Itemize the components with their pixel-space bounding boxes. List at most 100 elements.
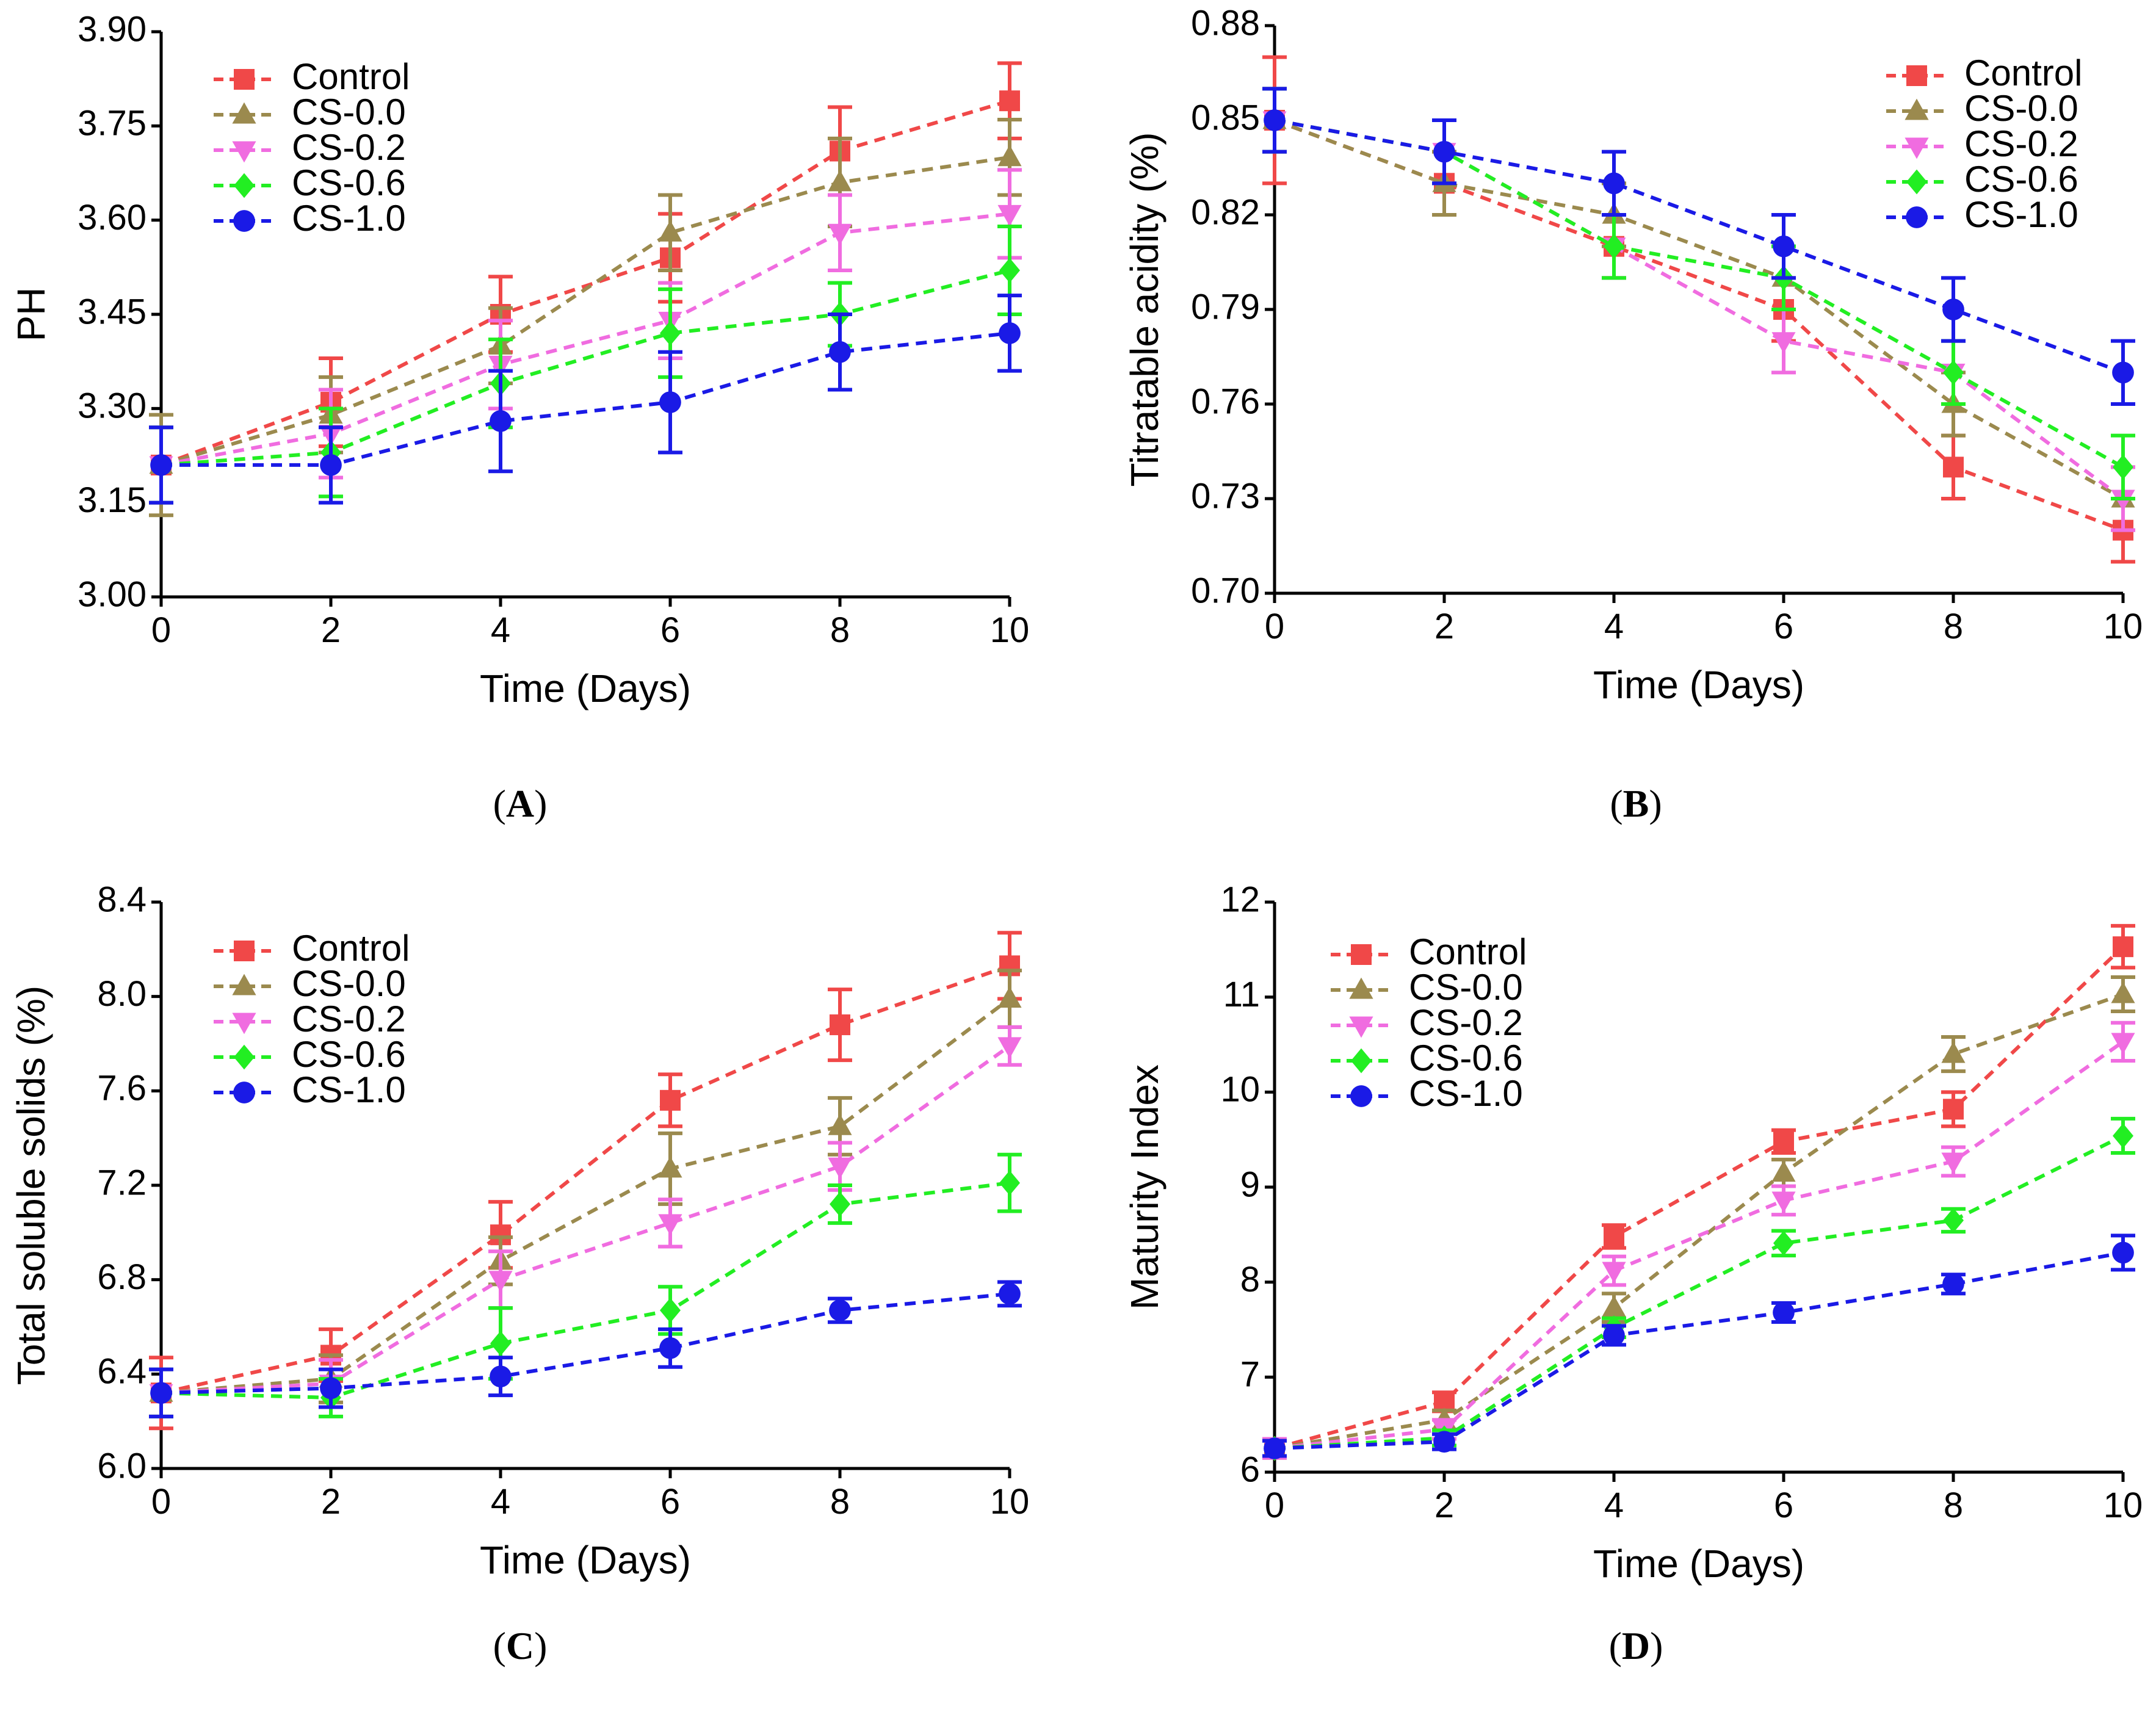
panel-c-series-cs-1-0-point [150,1382,172,1404]
panel-a-legend-cs-0-0: CS-0.0 [214,92,406,132]
panel-d-series-cs-0-6-point [1773,1230,1794,1256]
panel-c-xtick-label: 0 [151,1482,171,1522]
panel-b-legend-cs-0-0-marker [1905,98,1929,120]
panel-b-series-cs-1-0-point [2112,361,2134,384]
panel-d-y-axis-title: Maturity Index [1123,1064,1167,1310]
panel-d-ytick-label: 7 [1240,1355,1260,1395]
panel-d-xtick-label: 2 [1434,1486,1454,1525]
panel-b-ytick-label: 0.73 [1191,476,1260,516]
panel-a-legend-cs-1-0-label: CS-1.0 [292,198,406,239]
panel-b-legend-cs-0-2-marker [1905,137,1929,159]
panel-d-series-cs-0-2-point [1941,1152,1966,1174]
panel-b-legend-control-label: Control [1964,52,2082,93]
panel-b-series-cs-0-2-line [1274,118,2124,500]
panel-b-xtick-label: 8 [1944,607,1963,646]
panel-d-legend-cs-0-2-marker [1349,1016,1373,1038]
panel-a-series-cs-0-0-point [997,145,1022,167]
panel-d-xtick-label: 6 [1774,1486,1793,1525]
panel-d-series-cs-0-0-point [1941,1041,1966,1063]
panel-b-xtick-label: 4 [1604,607,1624,646]
panel-c-ytick-label: 8.4 [97,879,147,919]
panel-d-legend-cs-0-6-marker [1351,1048,1372,1074]
panel-d-legend-cs-0-6-label: CS-0.6 [1409,1038,1523,1078]
panel-b-ytick-label: 0.85 [1191,98,1260,137]
panel-c-legend-control-marker [234,941,255,961]
panel-c-legend-cs-0-6: CS-0.6 [214,1034,406,1075]
panel-c-series-cs-0-0-line [161,997,1011,1395]
panel-d-ytick-label: 12 [1220,879,1260,919]
panel-c-ytick-label: 7.6 [97,1069,147,1108]
panel-c: 6.0 6.4 6.8 7.2 7.6 8.0 8.4 0 2 4 6 8 10 Time (Days) T… [9,879,1029,1582]
panel-a-series-cs-0-6-line [161,269,1010,467]
panel-c-legend-cs-0-0-marker [232,973,256,995]
panel-b-series-cs-0-0-line [1273,118,2124,500]
panel-b-legend-cs-0-2: CS-0.2 [1886,123,2078,164]
panel-c-series-cs-0-0-point [658,1156,682,1178]
panel-a-legend-cs-0-0-label: CS-0.0 [292,92,406,132]
panel-a-series-cs-1-0-point [829,341,851,363]
panel-c-series-cs-0-0-point [828,1113,852,1135]
panel-a-legend-cs-1-0-marker [233,210,255,232]
panel-a-xtick-label: 6 [660,610,680,650]
panel-c-series-control-line [161,964,1010,1395]
panel-a-ytick-label: 3.00 [78,574,147,614]
panel-a-xtick-label: 4 [491,610,510,650]
panel-d-series-control-point [2113,936,2133,958]
panel-a-series-cs-1-0 [149,294,1022,505]
panel-a-legend-cs-0-6-marker [234,173,255,198]
panel-c-legend-cs-1-0-label: CS-1.0 [292,1069,406,1110]
panel-d-series-cs-0-0-point [1602,1295,1626,1317]
panel-d-x-axis-title: Time (Days) [1593,1542,1804,1586]
panel-a-series-cs-0-2 [149,168,1022,505]
panel-d-series-cs-1-0-point [2112,1241,2134,1264]
panel-c-series-cs-0-6-point [999,1170,1020,1196]
panel-c-series-cs-0-6-point [830,1191,850,1217]
panel-c-xtick-label: 8 [830,1482,850,1522]
panel-c-series-cs-0-6-point [490,1331,511,1356]
panel-a-series-control-line [160,99,1010,467]
panel-d-xtick-label: 10 [2104,1486,2143,1525]
panel-c-series-cs-1-0-point [829,1299,851,1321]
panel-a-series-cs-0-6-point [999,258,1020,283]
panel-c-xtick-label: 2 [321,1482,341,1522]
panel-d-series-cs-0-2-point [1602,1262,1626,1284]
panel-d-series-cs-0-2-line [1274,1040,2124,1451]
panel-c-legend-control-label: Control [292,928,410,969]
panel-a-legend-control: Control [214,56,410,97]
panel-c-ytick-label: 6.8 [97,1257,147,1297]
panel-d-series-cs-1-0-line [1274,1251,2124,1451]
panel-a-series-cs-1-0-point [659,391,681,413]
panel-d-legend-cs-1-0-marker [1350,1085,1372,1107]
panel-c-series-cs-0-6-point [660,1298,681,1323]
panel-c-legend-cs-1-0: CS-1.0 [214,1069,406,1110]
panel-a-ytick-label: 3.30 [78,386,147,426]
panel-c-series-cs-0-0-point [997,986,1022,1008]
panel-d-ytick-label: 9 [1240,1165,1260,1204]
panel-a-xtick-label: 8 [830,610,850,650]
panel-a-series-cs-1-0-point [999,322,1021,344]
panel-d-series-cs-1-0-point [1603,1324,1625,1346]
panel-c-legend-cs-0-0: CS-0.0 [214,963,406,1004]
panel-c-series-cs-0-2-line [161,1044,1011,1395]
panel-d-legend-cs-0-0-marker [1349,977,1373,999]
panel-d-series-cs-1-0-point [1264,1437,1286,1459]
panel-c-legend-cs-1-0-marker [233,1082,255,1103]
panel-d-legend-control-marker [1351,944,1372,965]
panel-a-series-cs-0-0-point [658,220,682,242]
panel-a-ytick-label: 3.90 [78,9,147,49]
panel-b-series-cs-1-0-point [1773,235,1795,258]
panel-c-series-cs-1-0-point [490,1365,512,1388]
panel-b-legend-control: Control [1886,52,2082,93]
panel-b-series-control-point [1943,457,1964,478]
panel-c-series-cs-1-0 [149,1280,1022,1418]
panel-a-series-cs-1-0-point [320,454,342,476]
panel-a-xtick-label: 2 [321,610,341,650]
panel-b-legend-cs-0-2-label: CS-0.2 [1964,123,2078,164]
panel-c-series-cs-0-2 [149,1025,1022,1418]
panel-a-legend-cs-0-0-marker [232,102,256,124]
panel-c-xtick-label: 10 [990,1482,1030,1522]
panel-d-series-cs-1-0-point [1773,1301,1795,1324]
panel-label-d: (D) [1608,1624,1663,1667]
